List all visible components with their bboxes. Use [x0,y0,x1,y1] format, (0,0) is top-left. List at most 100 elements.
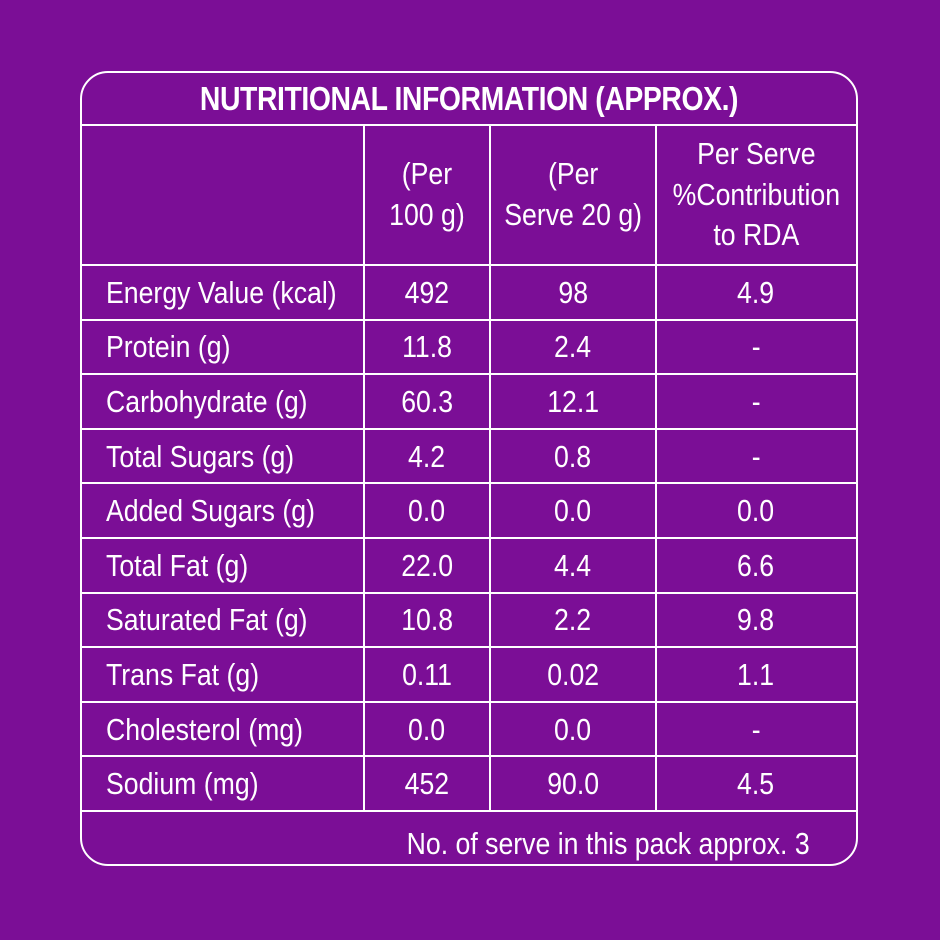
nutrient-name: Energy Value (kcal) [106,274,337,310]
table-cell: Carbohydrate (g) [82,375,364,428]
table-cell: 22.0 [364,539,490,592]
per-serve-value: 0.0 [554,711,592,747]
rda-percent-value: 1.1 [737,656,775,692]
table-cell: 0.11 [364,648,490,701]
per-100g-value: 0.11 [402,656,452,692]
per-serve-value: 4.4 [554,547,592,583]
table-cell: 0.0 [656,484,856,537]
table-cell: 492 [364,266,490,319]
table-cell: 0.0 [364,703,490,756]
row-divider [82,700,856,703]
rda-percent-value: 4.9 [737,274,775,310]
per-serve-value: 0.8 [554,438,592,474]
nutrient-name: Carbohydrate (g) [106,383,308,419]
table-cell: 98 [490,266,656,319]
table-cell: 0.02 [490,648,656,701]
nutrient-name: Sodium (mg) [106,766,259,802]
nutrient-name: Protein (g) [106,329,231,365]
header-text: (Per Serve 20 g) [504,156,642,232]
header-text: (Per 100 g) [389,156,465,232]
table-cell: 12.1 [490,375,656,428]
table-cell: 2.4 [490,321,656,374]
rda-percent-value: 4.5 [737,766,775,802]
per-serve-value: 12.1 [547,383,599,419]
row-divider [82,482,856,485]
rda-percent-value: 9.8 [737,602,775,638]
table-cell: 0.0 [490,484,656,537]
header-cell [82,125,364,265]
table-cell: 60.3 [364,375,490,428]
table-cell: 2.2 [490,594,656,647]
rda-percent-value: - [751,329,761,365]
table-cell: 0.0 [490,703,656,756]
table-cell: 6.6 [656,539,856,592]
header-cell: (Per Serve 20 g) [490,125,656,265]
table-cell: - [656,375,856,428]
row-divider [82,264,856,266]
column-divider [363,125,365,811]
table-cell: 4.9 [656,266,856,319]
serves-note-text: No. of serve in this pack approx. 3 [406,825,810,861]
table-cell: Cholesterol (mg) [82,703,364,756]
column-divider [655,125,657,811]
rda-percent-value: - [751,711,761,747]
table-cell: 1.1 [656,648,856,701]
table-cell: 9.8 [656,594,856,647]
header-cell: (Per 100 g) [364,125,490,265]
row-divider [82,755,856,758]
row-divider [82,124,856,126]
per-100g-value: 22.0 [401,547,453,583]
nutrient-name: Trans Fat (g) [106,656,260,692]
rda-percent-value: - [751,438,761,474]
per-100g-value: 11.8 [402,329,452,365]
per-100g-value: 492 [404,274,450,310]
table-cell: 0.8 [490,430,656,483]
table-cell: Total Fat (g) [82,539,364,592]
table-cell: 4.4 [490,539,656,592]
table-cell: Saturated Fat (g) [82,594,364,647]
header-text: Per Serve %Contribution to RDA [672,135,840,253]
per-100g-value: 452 [404,766,450,802]
row-divider [82,537,856,539]
per-100g-value: 0.0 [408,711,446,747]
per-serve-value: 0.02 [547,656,599,692]
row-divider [82,591,856,594]
nutrient-name: Saturated Fat (g) [106,602,308,638]
per-100g-value: 4.2 [408,438,446,474]
table-cell: 4.5 [656,757,856,810]
row-divider [82,373,856,376]
nutrient-name: Total Sugars (g) [106,438,295,474]
per-serve-value: 90.0 [547,766,599,802]
rda-percent-value: 0.0 [737,493,775,529]
per-serve-value: 0.0 [554,493,592,529]
header-cell: Per Serve %Contribution to RDA [656,125,856,265]
table-cell: 90.0 [490,757,656,810]
nutrient-name: Cholesterol (mg) [106,711,304,747]
nutrient-name: Total Fat (g) [106,547,249,583]
per-serve-value: 98 [558,274,588,310]
row-divider [82,318,856,321]
table-cell: Energy Value (kcal) [82,266,364,319]
table-cell: 4.2 [364,430,490,483]
rda-percent-value: - [751,383,761,419]
table-cell: 0.0 [364,484,490,537]
row-divider [82,810,856,812]
row-divider [82,646,856,649]
per-100g-value: 0.0 [408,493,446,529]
table-cell: - [656,430,856,483]
row-divider [82,427,856,430]
table-cell: Sodium (mg) [82,757,364,810]
table-title: NUTRITIONAL INFORMATION (APPROX.) [199,80,739,117]
nutrition-table: NUTRITIONAL INFORMATION (APPROX.) (Per 1… [80,71,858,866]
per-100g-value: 10.8 [401,602,453,638]
table-cell: 11.8 [364,321,490,374]
rda-percent-value: 6.6 [737,547,775,583]
per-100g-value: 60.3 [401,383,453,419]
per-serve-value: 2.4 [554,329,592,365]
per-serve-value: 2.2 [554,602,592,638]
table-cell: Total Sugars (g) [82,430,364,483]
table-cell: Protein (g) [82,321,364,374]
table-cell: 10.8 [364,594,490,647]
table-cell: Added Sugars (g) [82,484,364,537]
table-cell: Trans Fat (g) [82,648,364,701]
